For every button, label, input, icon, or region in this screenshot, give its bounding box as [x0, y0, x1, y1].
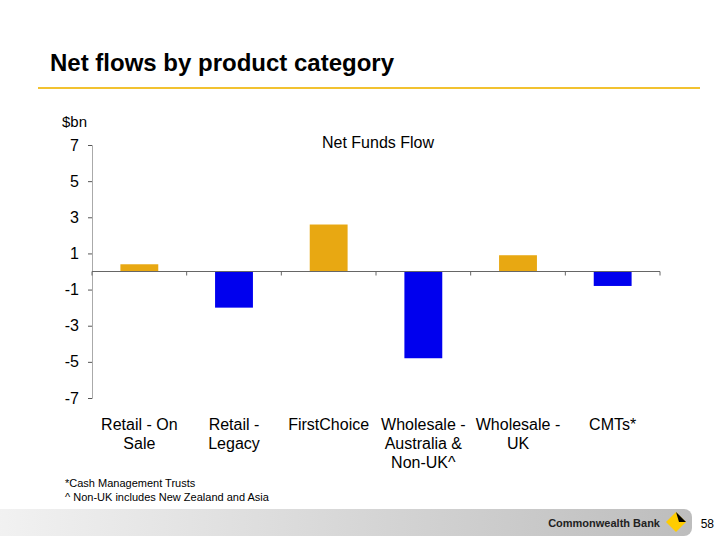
x-tick-label-line: Wholesale -: [381, 416, 465, 433]
y-tick-label: 1: [70, 245, 79, 262]
y-tick-label: 5: [70, 173, 79, 190]
category-separator: [660, 272, 661, 276]
y-tick: 5: [70, 173, 92, 190]
category-separator: [281, 272, 282, 276]
y-axis-label: $bn: [62, 113, 87, 130]
bar: [215, 272, 253, 308]
x-tick-label-line: Retail -: [209, 416, 260, 433]
x-tick-label-line: CMTs*: [589, 416, 636, 433]
x-tick-label-line: Retail - On: [101, 416, 177, 433]
footnote: ^ Non-UK includes New Zealand and Asia: [65, 491, 270, 503]
y-tick-mark: [88, 181, 92, 182]
y-tick-label: 7: [70, 137, 79, 154]
y-tick: -5: [65, 353, 92, 370]
y-tick: -1: [65, 281, 92, 298]
footer-brand: Commonwealth Bank: [548, 517, 661, 529]
y-tick: -3: [65, 317, 92, 334]
bars: [120, 225, 631, 359]
x-tick-label-line: Legacy: [208, 435, 260, 452]
x-tick-label: Wholesale - Australia & Non-UK^: [381, 416, 465, 471]
category-separator: [376, 272, 377, 276]
y-tick-label: -5: [65, 353, 79, 370]
category-separator: [565, 272, 566, 276]
bar: [594, 272, 632, 286]
logo-yellow: [666, 512, 686, 532]
bar: [120, 264, 158, 271]
bar: [310, 225, 348, 272]
y-tick-mark: [88, 253, 92, 254]
x-tick-label-line: Sale: [123, 435, 155, 452]
bar: [499, 255, 537, 271]
y-tick-label: 3: [70, 209, 79, 226]
x-tick-label-line: Wholesale -: [476, 416, 560, 433]
x-tick-label-line: FirstChoice: [288, 416, 369, 433]
logo: [666, 512, 686, 532]
slide: Net flows by product category $bn Net Fund…: [0, 0, 720, 540]
y-axis: 7 5 3 1 -1 -3 -5 -7: [65, 137, 93, 407]
bar: [404, 272, 442, 359]
x-tick-label-line: Non-UK^: [391, 454, 456, 471]
slide-title: Net flows by product category: [50, 49, 395, 76]
x-tick-label: Wholesale - UK: [476, 416, 560, 452]
footnote: *Cash Management Trusts: [65, 477, 196, 489]
y-tick-label: -3: [65, 317, 79, 334]
y-tick-mark: [88, 398, 92, 399]
category-separator: [186, 272, 187, 276]
chart-title: Net Funds Flow: [322, 134, 434, 151]
y-tick: 7: [70, 137, 92, 154]
y-tick-label: -1: [65, 281, 79, 298]
x-tick-label-line: UK: [507, 435, 530, 452]
y-tick: -7: [65, 390, 92, 407]
x-tick-label: FirstChoice: [288, 416, 369, 433]
y-axis-line: [88, 146, 93, 399]
y-tick-mark: [88, 145, 92, 146]
x-tick-label-line: Australia &: [385, 435, 463, 452]
category-separator: [92, 272, 93, 276]
page-number: 58: [701, 517, 715, 531]
footer-bar: [0, 509, 692, 536]
x-tick-label: Retail - On Sale: [101, 416, 177, 452]
x-tick-label: Retail - Legacy: [208, 416, 260, 452]
logo-black: [676, 512, 686, 522]
y-tick-label: -7: [65, 390, 79, 407]
title-rule: [38, 87, 700, 89]
y-tick-mark: [88, 290, 92, 291]
y-tick-mark: [88, 217, 92, 218]
category-separator: [470, 272, 471, 276]
x-tick-label: CMTs*: [589, 416, 636, 433]
y-tick: 3: [70, 209, 92, 226]
y-tick: 1: [70, 245, 92, 262]
y-tick-mark: [88, 326, 92, 327]
y-tick-mark: [88, 362, 92, 363]
